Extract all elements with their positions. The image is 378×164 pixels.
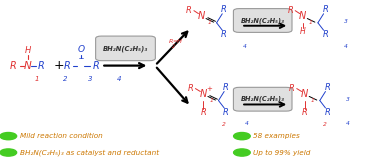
Text: Mild reaction condition: Mild reaction condition (20, 133, 102, 139)
Text: R: R (64, 61, 70, 71)
Text: 1: 1 (208, 20, 211, 25)
Text: R: R (289, 84, 295, 93)
Text: R: R (188, 84, 194, 93)
Text: 1: 1 (309, 20, 313, 25)
Text: 2: 2 (172, 44, 175, 49)
Text: R: R (324, 83, 330, 92)
Text: 2: 2 (323, 122, 327, 127)
Text: 4: 4 (117, 76, 122, 82)
Text: 1: 1 (311, 98, 314, 103)
Text: R: R (223, 108, 229, 116)
Text: BH₂N(C₂H₅)₃ as catalyst and reductant: BH₂N(C₂H₅)₃ as catalyst and reductant (20, 149, 159, 156)
Text: R: R (92, 61, 99, 71)
FancyBboxPatch shape (233, 87, 292, 111)
Text: 4: 4 (243, 44, 246, 49)
Text: Up to 99% yield: Up to 99% yield (253, 149, 311, 156)
Text: 1: 1 (35, 76, 39, 82)
Text: N: N (24, 61, 31, 71)
Text: 3: 3 (346, 97, 350, 102)
Text: R: R (221, 30, 227, 39)
Circle shape (0, 133, 17, 140)
Text: H: H (25, 46, 31, 55)
Text: 2: 2 (222, 122, 226, 127)
Circle shape (234, 133, 250, 140)
Text: R: R (223, 83, 229, 92)
Text: R: R (287, 6, 293, 15)
Text: R: R (324, 108, 330, 116)
Text: 4: 4 (346, 121, 350, 126)
Text: H: H (300, 28, 306, 36)
Text: N: N (301, 90, 308, 99)
Text: R: R (221, 5, 227, 14)
Circle shape (0, 149, 17, 156)
Text: 3: 3 (88, 76, 93, 82)
Text: 58 examples: 58 examples (253, 133, 300, 139)
FancyBboxPatch shape (233, 9, 292, 32)
Text: 1: 1 (209, 98, 213, 103)
Text: O: O (78, 45, 85, 54)
Text: R: R (302, 108, 308, 117)
Text: 3: 3 (245, 97, 248, 102)
Text: =H: =H (172, 39, 182, 44)
Text: 4: 4 (344, 44, 348, 49)
Text: BH₂N(C₂H₅)₃: BH₂N(C₂H₅)₃ (241, 96, 285, 102)
Text: R: R (322, 30, 328, 39)
Text: +: + (53, 59, 64, 72)
Text: BH₂N(C₂H₅)₃: BH₂N(C₂H₅)₃ (103, 45, 148, 52)
Text: R: R (200, 108, 206, 117)
Text: 4: 4 (245, 121, 248, 126)
Text: N: N (198, 11, 205, 21)
FancyBboxPatch shape (96, 36, 155, 61)
Text: +: + (206, 86, 212, 92)
Text: 3: 3 (243, 19, 246, 24)
Text: N: N (299, 11, 307, 21)
Text: R: R (322, 5, 328, 14)
Text: R: R (10, 61, 17, 71)
Text: R: R (38, 61, 45, 71)
Text: BH₂N(C₂H₅)₃: BH₂N(C₂H₅)₃ (241, 17, 285, 24)
Text: 2: 2 (63, 76, 68, 82)
Text: N: N (200, 90, 207, 99)
Text: R: R (169, 39, 174, 44)
Text: 3: 3 (344, 19, 348, 24)
Text: R: R (186, 6, 192, 15)
Circle shape (234, 149, 250, 156)
